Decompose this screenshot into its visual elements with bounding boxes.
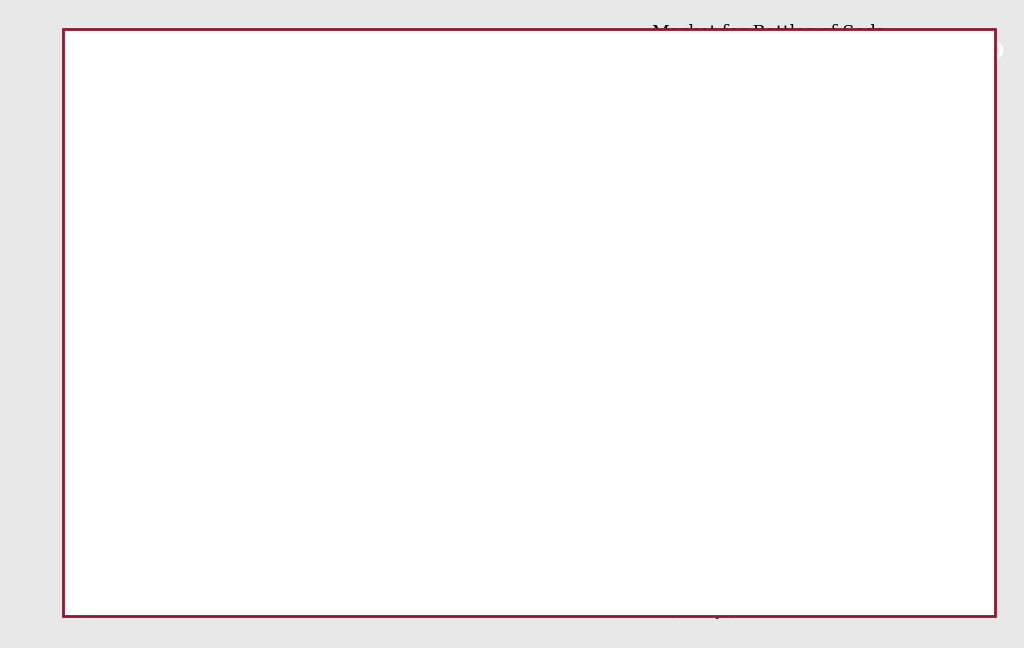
Title: Market for Bottles of Soda: Market for Bottles of Soda [652, 25, 887, 41]
Text: instead of: instead of [478, 343, 558, 360]
X-axis label: Quantity (thousands of bottles): Quantity (thousands of bottles) [666, 607, 873, 619]
Text: thousand bottles: thousand bottles [479, 522, 620, 538]
Y-axis label: Price ($/bottle): Price ($/bottle) [509, 262, 522, 363]
Text: taxing consumers, the city taxed producers: taxing consumers, the city taxed produce… [92, 391, 444, 408]
Text: of bottles of soda to improve: of bottles of soda to improve [343, 119, 581, 135]
Text: Suppose that a city government introduces a $0.50 excise: Suppose that a city government introduce… [92, 70, 565, 87]
Text: What would be the new equilibrium quantity if: What would be the new equilibrium quanti… [92, 343, 478, 360]
Text: graph to demonstrate the impact of the tax on the market for: graph to demonstrate the impact of the t… [92, 214, 593, 231]
Text: soda: soda [92, 262, 130, 279]
Text: on consumers: on consumers [229, 119, 343, 135]
Text: S: S [881, 36, 892, 53]
Text: the health of its citizens. Manipulate the accompanying: the health of its citizens. Manipulate t… [92, 167, 546, 183]
FancyBboxPatch shape [92, 492, 447, 568]
Text: (commodity) tax: (commodity) tax [92, 119, 229, 135]
Circle shape [430, 509, 465, 551]
Text: D: D [900, 449, 913, 466]
Text: 2: 2 [117, 521, 128, 539]
Text: ?: ? [444, 391, 453, 408]
